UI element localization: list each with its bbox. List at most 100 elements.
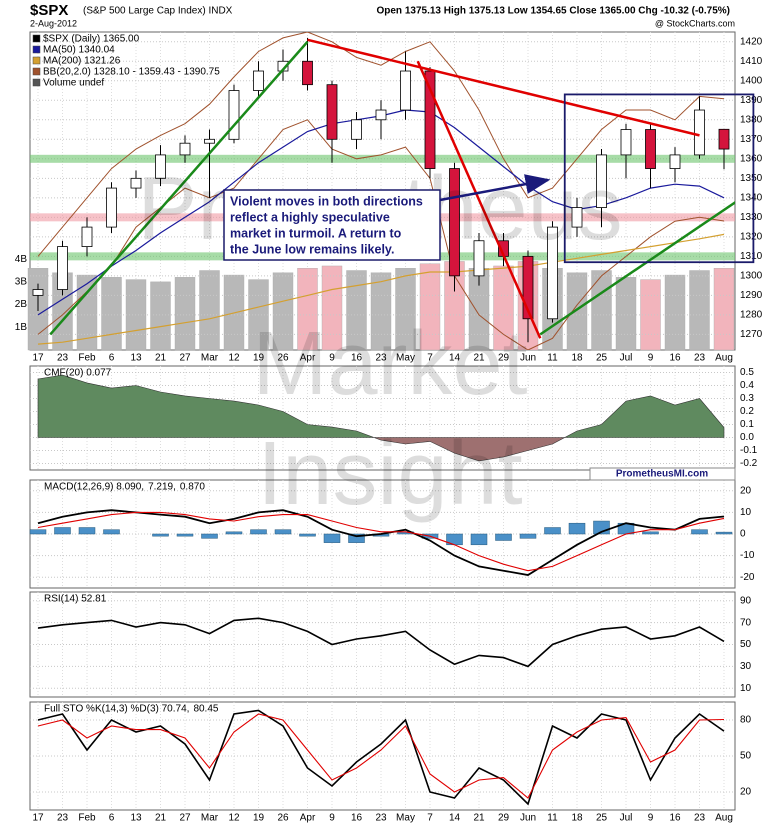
x-tick-label: 23 — [375, 353, 387, 364]
histogram-bar — [470, 533, 488, 546]
legend-entry: Volume undef — [43, 78, 104, 89]
histogram-bar — [519, 533, 537, 539]
histogram-bar — [299, 533, 316, 537]
x-tick-label: 12 — [228, 353, 240, 364]
candle-body — [522, 255, 534, 320]
x-tick-label: 9 — [329, 353, 335, 364]
volume-bar — [150, 281, 171, 351]
volume-bar — [370, 272, 392, 351]
candle-body — [645, 129, 656, 169]
y-tick-label: 1300 — [740, 271, 763, 282]
x-tick-label: Apr — [300, 353, 316, 364]
x-tick-label: 23 — [694, 353, 706, 364]
candle-body — [351, 119, 362, 140]
x-tick-label: 11 — [547, 353, 558, 364]
candle-body — [302, 60, 313, 86]
candle-body — [253, 70, 264, 91]
x-tick-label: 25 — [596, 353, 608, 364]
x-tick-label: Aug — [715, 353, 733, 364]
x-tick-label: 23 — [57, 353, 69, 364]
x-tick-label: 18 — [571, 813, 583, 824]
volume-bar — [297, 268, 318, 351]
annotation: Violent moves in both directions — [230, 194, 423, 208]
annotation: reflect a highly speculative — [230, 210, 390, 224]
x-tick-label: 18 — [571, 353, 583, 364]
candle-body — [57, 246, 68, 290]
y-tick-label: -10 — [740, 550, 755, 561]
volume-bar — [664, 274, 686, 351]
volume-bar — [591, 270, 612, 351]
legend-swatch — [32, 45, 41, 54]
y-tick-label: 1400 — [740, 75, 763, 86]
y-tick-label: 1280 — [740, 310, 763, 321]
x-tick-label: 27 — [179, 813, 191, 824]
candle-body — [130, 177, 142, 189]
candle-body — [228, 90, 240, 140]
volume-bar — [615, 277, 637, 351]
y-tick-label: 1310 — [740, 251, 763, 262]
y-tick-label: -0.2 — [740, 458, 758, 469]
legend-entry: RSI(14) 52.81 — [44, 594, 107, 605]
x-tick-label: 26 — [277, 353, 289, 364]
x-tick-label: 13 — [130, 353, 142, 364]
x-tick-label: 29 — [498, 353, 510, 364]
candle-body — [473, 240, 485, 277]
candle-body — [669, 154, 681, 169]
y-tick-label: 1350 — [740, 173, 763, 184]
volume-bar — [346, 270, 367, 351]
annotation: the June low remains likely. — [230, 242, 394, 256]
x-tick-label: 19 — [253, 353, 265, 364]
quote: Open 1375.13 High 1375.13 Low 1354.65 Cl… — [376, 6, 730, 17]
indicator-line — [37, 709, 725, 806]
volume-bar — [713, 268, 735, 351]
legend-entry: MACD(12,26,9) 8.090, — [44, 482, 144, 493]
candle-body — [106, 187, 117, 228]
y-tick-label: 0.0 — [740, 432, 754, 443]
histogram-bar — [691, 529, 708, 535]
x-tick-label: 12 — [228, 813, 240, 824]
histogram-bar — [152, 533, 169, 537]
legend-swatch — [32, 56, 41, 65]
volume-tick-label: 2B — [15, 299, 28, 310]
histogram-bar — [201, 533, 218, 539]
y-tick-label: 0.3 — [740, 393, 754, 404]
y-tick-label: 10 — [740, 683, 752, 694]
x-tick-label: 6 — [109, 353, 115, 364]
y-tick-label: 1390 — [740, 95, 763, 106]
histogram-bar — [495, 533, 512, 541]
candle-body — [179, 142, 191, 156]
legend-entry: 0.870 — [180, 482, 205, 493]
annotation-box — [223, 189, 441, 261]
candle-body — [204, 138, 215, 144]
candle-body — [718, 128, 730, 150]
legend-entry: MA(200) 1321.26 — [43, 56, 121, 67]
symbol: $SPX — [30, 2, 68, 19]
x-tick-label: 29 — [498, 813, 510, 824]
y-tick-label: 80 — [740, 715, 752, 726]
x-tick-label: 23 — [694, 813, 706, 824]
volume-tick-label: 1B — [15, 322, 28, 333]
y-tick-label: 1380 — [740, 114, 763, 125]
annotation-arrow — [439, 174, 551, 202]
y-tick-label: 1360 — [740, 153, 763, 164]
x-tick-label: 14 — [449, 813, 461, 824]
x-tick-label: Apr — [300, 813, 316, 824]
x-tick-label: 17 — [32, 813, 44, 824]
cmf-area-negative — [37, 437, 725, 462]
x-tick-label: 25 — [596, 813, 608, 824]
y-tick-label: 1410 — [740, 56, 763, 67]
y-tick-label: 1270 — [740, 329, 763, 340]
candle-body — [155, 154, 166, 179]
candle-body — [596, 154, 607, 208]
x-tick-label: Jun — [520, 813, 536, 824]
histogram-bar — [715, 531, 733, 535]
legend-entry: Full STO %K(14,3) %D(3) 70.74, — [44, 704, 189, 715]
x-tick-label: 14 — [449, 353, 461, 364]
date: 2-Aug-2012 — [30, 18, 77, 28]
annotation: market in turmoil. A return to — [230, 226, 402, 240]
highlight-box — [563, 93, 755, 264]
y-tick-label: 90 — [740, 595, 752, 606]
y-tick-label: 0.1 — [740, 419, 754, 430]
histogram-bar — [78, 527, 96, 535]
